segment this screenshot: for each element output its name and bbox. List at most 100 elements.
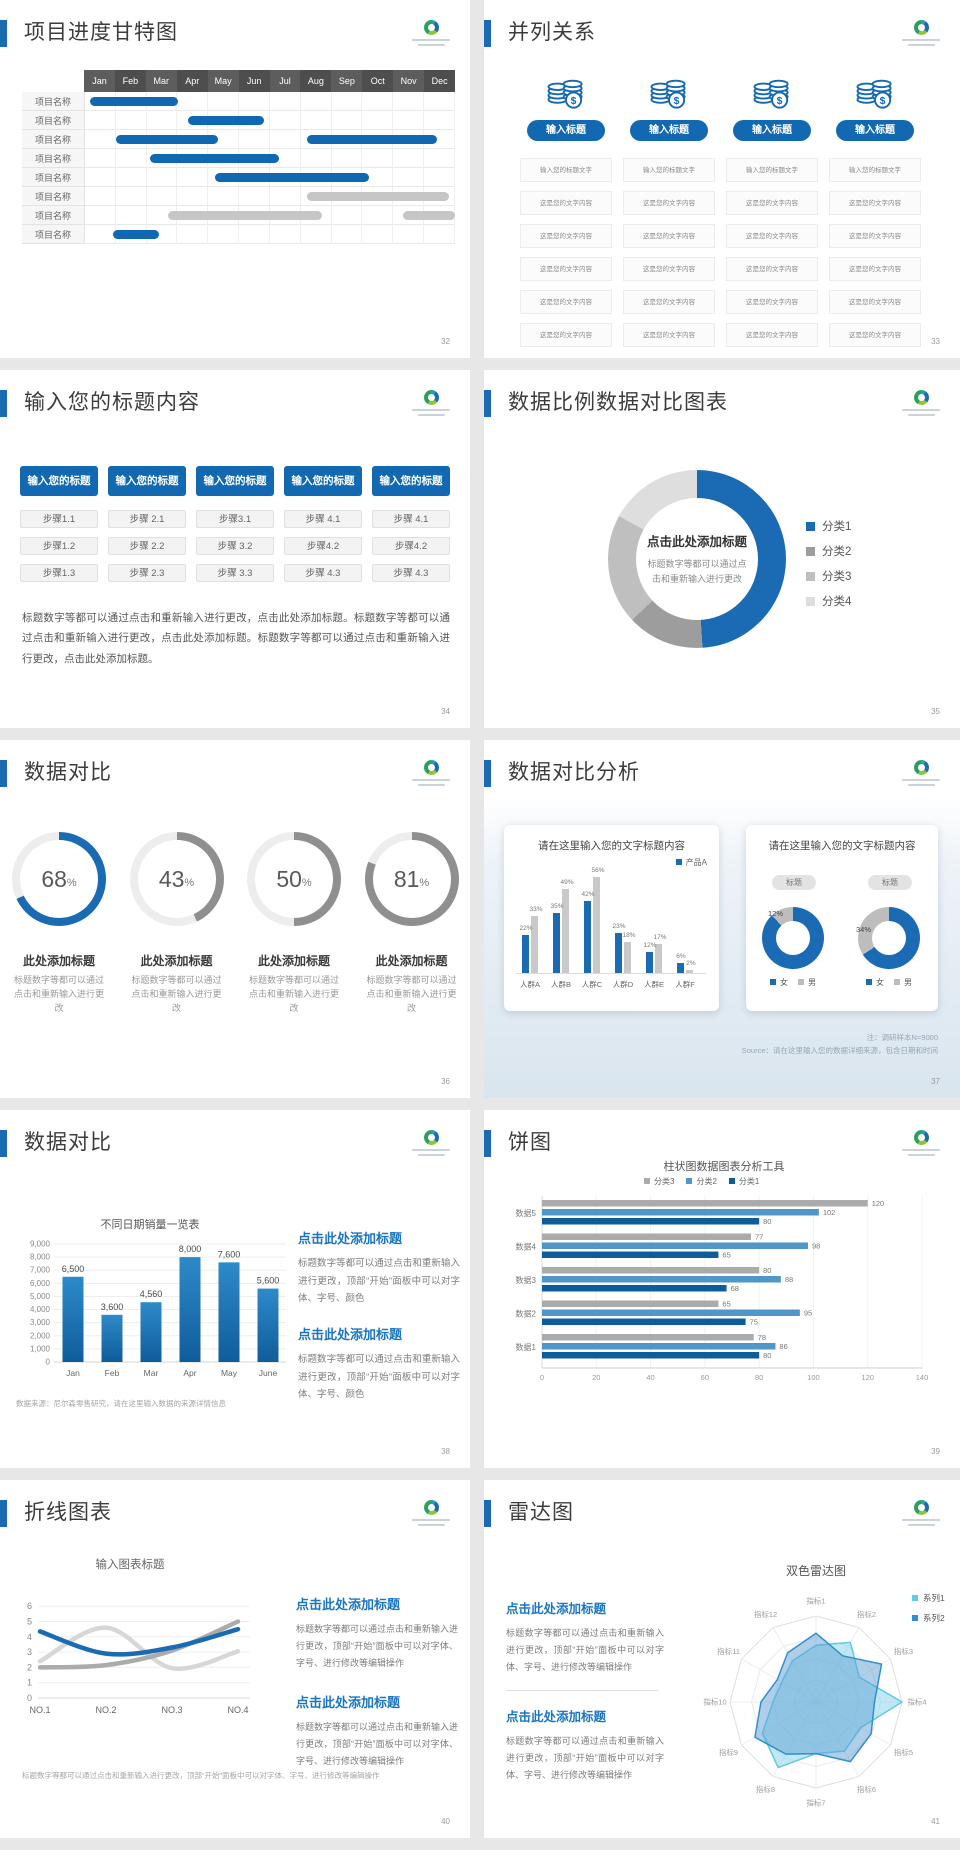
gantt-grid-cell xyxy=(331,111,363,130)
gantt-grid-cell xyxy=(269,92,301,111)
table-header-cell: 输入您的标题 xyxy=(196,466,274,496)
gantt-row: 项目名称 xyxy=(22,92,455,111)
gantt-grid-cell xyxy=(269,149,301,168)
svg-text:指标10: 指标10 xyxy=(703,1697,726,1707)
svg-text:NO.4: NO.4 xyxy=(227,1705,248,1715)
slide-title: 数据对比分析 xyxy=(508,761,640,784)
donut-pair: 12% 女男 34% 女男 xyxy=(746,825,938,1011)
svg-text:$: $ xyxy=(880,96,886,107)
gantt-grid-cell xyxy=(239,225,270,244)
svg-text:8,000: 8,000 xyxy=(179,1244,202,1254)
gantt-grid-cell xyxy=(424,149,455,168)
gantt-month-label: Feb xyxy=(114,70,146,92)
legend-swatch xyxy=(806,571,815,581)
gauge-number: 43 xyxy=(158,865,185,892)
title-accent-bar xyxy=(0,20,7,47)
logo-text-line xyxy=(907,1154,935,1156)
slide-33-parallel[interactable]: 并列关系 $ 输入标题 输入您的标题文字 这是您的文字内容 这是您的文字内容 这是您的文字… xyxy=(484,0,960,358)
legend-swatch xyxy=(806,596,815,606)
title-accent-bar xyxy=(484,1130,491,1157)
legend-item: 男 xyxy=(798,977,816,988)
gantt-grid-cell xyxy=(424,187,455,206)
chart-title: 双色雷达图 xyxy=(785,1564,846,1578)
bar-value-label: 49% xyxy=(560,878,574,886)
input-title-pill: 输入标题 xyxy=(733,120,811,141)
svg-text:88: 88 xyxy=(785,1275,793,1284)
label-pill: 标题 xyxy=(772,875,816,890)
legend-swatch xyxy=(770,979,776,985)
slide-35-donut[interactable]: 数据比例数据对比图表 点击此处添加标题 标题数字等都可以通过点击和重新输入进行更改… xyxy=(484,370,960,728)
gantt-grid-cell xyxy=(85,149,116,168)
gantt-row-track xyxy=(85,111,455,130)
svg-text:77: 77 xyxy=(755,1233,763,1242)
legend-swatch xyxy=(798,979,804,985)
slide-39-hbar-chart[interactable]: 饼图 柱状图数据图表分析工具 分类3 分类2 分类1 0 20 40 60 80 100 120… xyxy=(484,1110,960,1468)
legend-item: 分类3 xyxy=(644,1176,674,1187)
gantt-grid-cell xyxy=(115,168,147,187)
gantt-grid-cell xyxy=(85,206,116,225)
gauge-ring: 68% xyxy=(12,832,106,926)
logo-mark-icon xyxy=(423,1500,439,1515)
slide-34-steps-table[interactable]: 输入您的标题内容 输入您的标题 步骤1.1 步骤1.2 步骤1.3 输入您的标题 步骤 2… xyxy=(0,370,470,728)
gantt-grid-cell xyxy=(362,92,394,111)
svg-text:75: 75 xyxy=(750,1318,758,1327)
footnote: 标题数字等都可以通过点击和重新输入进行更改，顶部“开始”面板中可以对字体、字号、… xyxy=(22,1771,380,1780)
slide-41-radar-chart[interactable]: 雷达图 点击此处添加标题 标题数字等都可以通过点击和重新输入进行更改，顶部“开始… xyxy=(484,1480,960,1838)
svg-text:May: May xyxy=(221,1368,238,1378)
card-title: 请在这里输入您的文字标题内容 xyxy=(538,840,685,852)
column-text-row: 这是您的文字内容 xyxy=(623,224,715,248)
slide-37-comparison[interactable]: 数据对比分析 请在这里输入您的文字标题内容 产品A 22% 33% 人群A 35% 49… xyxy=(484,740,960,1098)
bar-secondary xyxy=(562,888,569,973)
block-body: 标题数字等都可以通过点击和重新输入进行更改，顶部“开始”面板中可以对字体、字号、… xyxy=(298,1258,460,1305)
table-header-cell: 输入您的标题 xyxy=(20,466,98,496)
column-text-row: 这是您的文字内容 xyxy=(726,323,818,347)
block-body: 标题数字等都可以通过点击和重新输入进行更改，顶部“开始”面板中可以对字体、字号、… xyxy=(296,1624,459,1669)
gauge-ring: 43% xyxy=(129,832,224,926)
svg-text:June: June xyxy=(259,1368,278,1378)
bar-primary xyxy=(677,962,684,973)
logo-mark-icon xyxy=(423,20,439,35)
gantt-grid-cell xyxy=(300,225,332,244)
gantt-grid-cell xyxy=(300,206,332,225)
svg-text:指标1: 指标1 xyxy=(806,1596,825,1606)
slide-title: 数据对比 xyxy=(24,1131,112,1154)
svg-text:4,000: 4,000 xyxy=(30,1305,51,1314)
company-logo xyxy=(898,1500,944,1526)
company-logo xyxy=(408,1130,454,1156)
gantt-month-label: Jun xyxy=(238,70,270,92)
slide-32-gantt[interactable]: 项目进度甘特图 Jan Feb Mar Apr May Jun Jul Aug Sep Oct No… xyxy=(0,0,470,358)
gantt-month-label: Jul xyxy=(269,70,301,92)
gantt-row: 项目名称 xyxy=(22,168,455,187)
line-chart: 0 1 2 3 4 5 6 NO.1 NO.2 NO.3 NO.4 xyxy=(27,1601,250,1715)
step-cell: 步骤 2.1 xyxy=(108,510,186,528)
gantt-grid-cell xyxy=(269,111,301,130)
company-logo xyxy=(898,390,944,416)
slide-40-line-chart[interactable]: 折线图表 输入图表标题 0 1 2 3 4 5 6 NO.1 NO.2 NO.3 NO.4 点击此处… xyxy=(0,1480,470,1838)
gantt-grid-cell xyxy=(424,130,455,149)
legend-label: 男 xyxy=(808,978,816,987)
donut-value-label: 34% xyxy=(856,925,872,934)
gauge-value: 68% xyxy=(12,832,106,926)
gantt-grid-cell xyxy=(424,92,455,111)
svg-text:65: 65 xyxy=(722,1251,730,1260)
input-title-pill: 输入标题 xyxy=(527,120,605,141)
legend-label: 分类2 xyxy=(696,1177,717,1186)
bar-category-label: 人群B xyxy=(550,980,571,989)
legend-label: 分类1 xyxy=(822,521,852,533)
svg-text:指标11: 指标11 xyxy=(717,1646,740,1656)
svg-text:数据3: 数据3 xyxy=(516,1275,537,1285)
bar-value-label: 22% xyxy=(519,925,533,933)
column-text-row: 这是您的文字内容 xyxy=(520,323,612,347)
gantt-grid-cell xyxy=(85,225,116,244)
logo-text-line xyxy=(902,1519,940,1521)
logo-mark-icon xyxy=(423,760,439,775)
donut-chart: 点击此处添加标题 标题数字等都可以通过点击和重新输入进行更改 xyxy=(608,470,786,648)
gantt-grid-cell xyxy=(177,92,209,111)
block-heading: 点击此处添加标题 xyxy=(506,1602,607,1616)
logo-mark-icon xyxy=(913,1500,929,1515)
slide-36-gauges[interactable]: 数据对比 68% 此处添加标题 标题数字等都可以通过点击和重新输入进行更改 43% 此处… xyxy=(0,740,470,1098)
coins-icon: $ xyxy=(753,79,789,109)
slide-38-column-chart[interactable]: 数据对比 不同日期销量一览表 0 1,000 2,000 3,000 4,000 5,00… xyxy=(0,1110,470,1468)
svg-text:$: $ xyxy=(674,96,680,107)
gantt-grid-cell xyxy=(146,111,178,130)
